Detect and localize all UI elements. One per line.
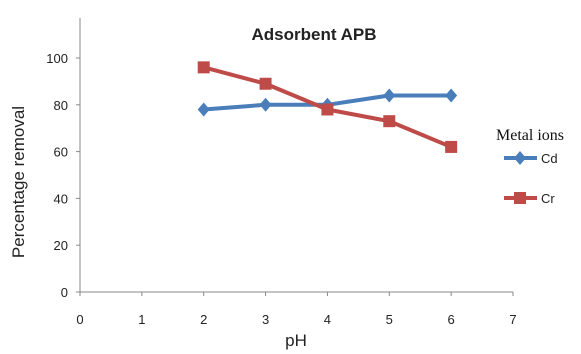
plot-area [197, 61, 458, 153]
x-tick-label: 5 [386, 312, 393, 327]
legend: Cd Cr [504, 151, 558, 206]
x-tick-label: 4 [324, 312, 331, 327]
y-tick-label: 40 [54, 191, 68, 206]
legend-title: Metal ions [496, 127, 564, 144]
x-tick-label: 7 [509, 312, 516, 327]
data-point-cd [383, 88, 396, 103]
legend-marker-cd [514, 151, 526, 165]
y-tick-label: 80 [54, 98, 68, 113]
legend-label-cd: Cd [541, 151, 558, 166]
x-axis-label: pH [285, 331, 307, 350]
data-point-cr [321, 103, 334, 116]
y-tick-label: 0 [61, 285, 68, 300]
data-point-cd [259, 97, 272, 112]
y-tick-label: 100 [46, 51, 68, 66]
data-point-cr [445, 140, 458, 153]
x-tick-label: 0 [76, 312, 83, 327]
legend-label-cr: Cr [541, 191, 555, 206]
x-tick-label: 2 [200, 312, 207, 327]
data-point-cr [259, 77, 272, 90]
data-point-cr [197, 61, 210, 74]
y-tick-label: 60 [54, 145, 68, 160]
x-tick-label: 3 [262, 312, 269, 327]
y-tick-label: 20 [54, 238, 68, 253]
x-tick-label: 1 [138, 312, 145, 327]
legend-marker-cr [514, 192, 526, 204]
data-point-cd [445, 88, 458, 103]
y-axis-label: Percentage removal [9, 106, 28, 258]
data-point-cr [383, 115, 396, 128]
chart-title: Adsorbent APB [252, 25, 377, 44]
x-tick-label: 6 [448, 312, 455, 327]
y-axis-ticks: 0 20 40 60 80 100 [46, 51, 80, 300]
x-axis-ticks: 0 1 2 3 4 5 6 7 [76, 292, 517, 327]
data-point-cd [197, 102, 210, 117]
